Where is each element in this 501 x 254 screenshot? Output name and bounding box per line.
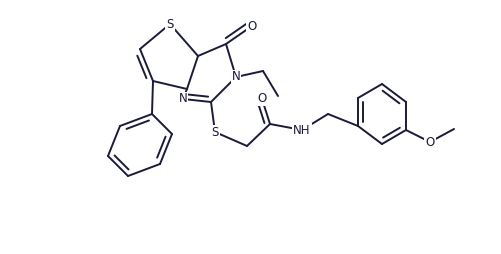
Text: N: N <box>178 92 187 105</box>
Text: O: O <box>424 135 434 149</box>
Text: O: O <box>257 92 266 105</box>
Text: S: S <box>211 125 218 138</box>
Text: NH: NH <box>293 123 310 136</box>
Text: N: N <box>231 71 240 84</box>
Text: S: S <box>166 18 173 30</box>
Text: O: O <box>247 20 256 33</box>
